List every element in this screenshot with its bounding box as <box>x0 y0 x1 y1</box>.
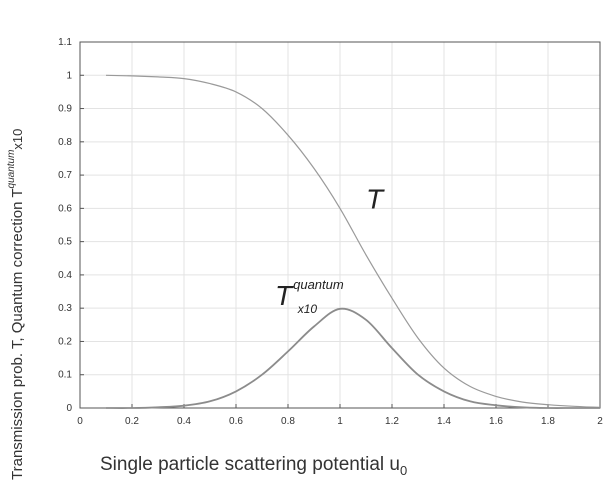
x-axis-label: Single particle scattering potential u0 <box>100 454 407 478</box>
y-tick-label: 0.2 <box>58 336 72 347</box>
y-tick-label: 0.8 <box>58 137 72 148</box>
x-tick-label: 0.6 <box>229 416 243 427</box>
y-tick-labels: 0 0.1 0.2 0.3 0.4 0.5 0.6 0.7 0.8 0.9 1 1.1 <box>58 37 72 414</box>
y-tick-label: 0.4 <box>58 270 72 281</box>
series-lines <box>105 74 601 409</box>
x-tick-label: 2 <box>597 416 603 427</box>
grid-lines <box>79 41 601 409</box>
curve-label-2: Tquantum x10 <box>275 277 344 316</box>
series-line-2 <box>105 307 600 409</box>
x-tick-label: 0.8 <box>281 416 295 427</box>
series-line-1 <box>105 74 601 408</box>
axes <box>79 41 601 409</box>
x-tick-label: 0 <box>77 416 83 427</box>
curve-label-1: T <box>366 183 385 214</box>
x-tick-labels: 0 0.2 0.4 0.6 0.8 1 1.2 1.4 1.6 1.8 2 <box>77 416 603 427</box>
x-tick-label: 1 <box>337 416 343 427</box>
y-tick-label: 0.5 <box>58 237 72 248</box>
y-tick-label: 0.7 <box>58 170 72 181</box>
y-tick-label: 0.3 <box>58 303 72 314</box>
x-tick-label: 1.4 <box>437 416 451 427</box>
x-tick-label: 0.2 <box>125 416 139 427</box>
x-tick-label: 1.6 <box>489 416 503 427</box>
y-tick-label: 0 <box>66 403 72 414</box>
x-tick-label: 1.2 <box>385 416 399 427</box>
y-tick-label: 0.1 <box>58 370 72 381</box>
y-tick-label: 0.9 <box>58 104 72 115</box>
y-axis-label: Transmission prob. T, Quantum correction… <box>6 129 26 480</box>
y-tick-label: 1.1 <box>58 37 72 48</box>
x-tick-label: 0.4 <box>177 416 191 427</box>
y-tick-label: 1 <box>66 70 72 81</box>
x-tick-label: 1.8 <box>541 416 555 427</box>
curve-annotations: T Tquantum x10 <box>275 183 385 315</box>
y-tick-label: 0.6 <box>58 203 72 214</box>
